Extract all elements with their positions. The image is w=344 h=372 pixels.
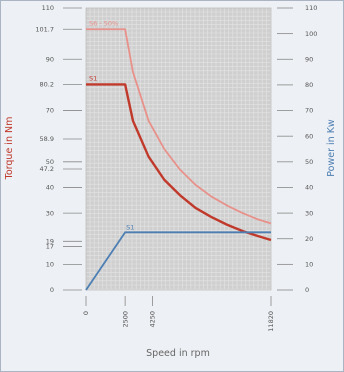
plot-border [85,7,272,291]
series-label-3: S1 [126,223,134,231]
series-line-1 [86,28,272,225]
left-tick-label: 80.2 [40,81,54,89]
left-tick-label: 17 [46,243,54,251]
right-tick-label: 110 [305,4,317,12]
right-tick-label: 10 [305,261,313,269]
x-tick-label: 11820 [267,311,275,332]
left-tick-label: 50 [46,158,54,166]
right-tick-label: 50 [305,158,313,166]
left-tick-label: 30 [46,209,54,217]
right-tick-label: 100 [305,30,317,38]
series-layer [85,28,272,291]
x-tick-label: 4250 [149,311,157,328]
left-tick-label: 110 [42,4,54,12]
left-tick-label: 0 [50,286,54,294]
right-tick-label: 30 [305,209,313,217]
series-label-1: S6 - 50% [89,19,118,27]
left-tick-label: 58.9 [40,135,54,143]
right-tick-label: 80 [305,81,313,89]
left-tick-label: 19 [46,237,54,245]
left-tick-label: 90 [46,55,54,63]
left-tick-label: 47.2 [40,165,54,173]
right-tick-label: 40 [305,184,313,192]
ticks: 0101719304047.25058.97080.290101.7110010… [35,4,317,331]
left-tick-label: 101.7 [35,25,54,33]
right-tick-label: 20 [305,235,313,243]
left-tick-label: 70 [46,107,54,115]
grid [85,7,272,291]
series-line-3 [85,231,271,291]
right-axis-title: Power in Kw [326,119,337,177]
left-axis-title: Torque in Nm [4,117,15,181]
left-tick-label: 40 [46,184,54,192]
right-tick-label: 90 [305,55,313,63]
x-tick-label: 2500 [121,311,129,328]
right-tick-label: 0 [305,286,309,294]
legend-layer: S6 - 50% S1 S1 [89,19,134,231]
right-tick-label: 60 [305,132,313,140]
right-tick-label: 70 [305,107,313,115]
left-tick-label: 10 [46,261,54,269]
series-label-2: S1 [89,74,97,82]
x-axis-title: Speed in rpm [146,348,210,359]
x-tick-label: 0 [82,311,90,315]
